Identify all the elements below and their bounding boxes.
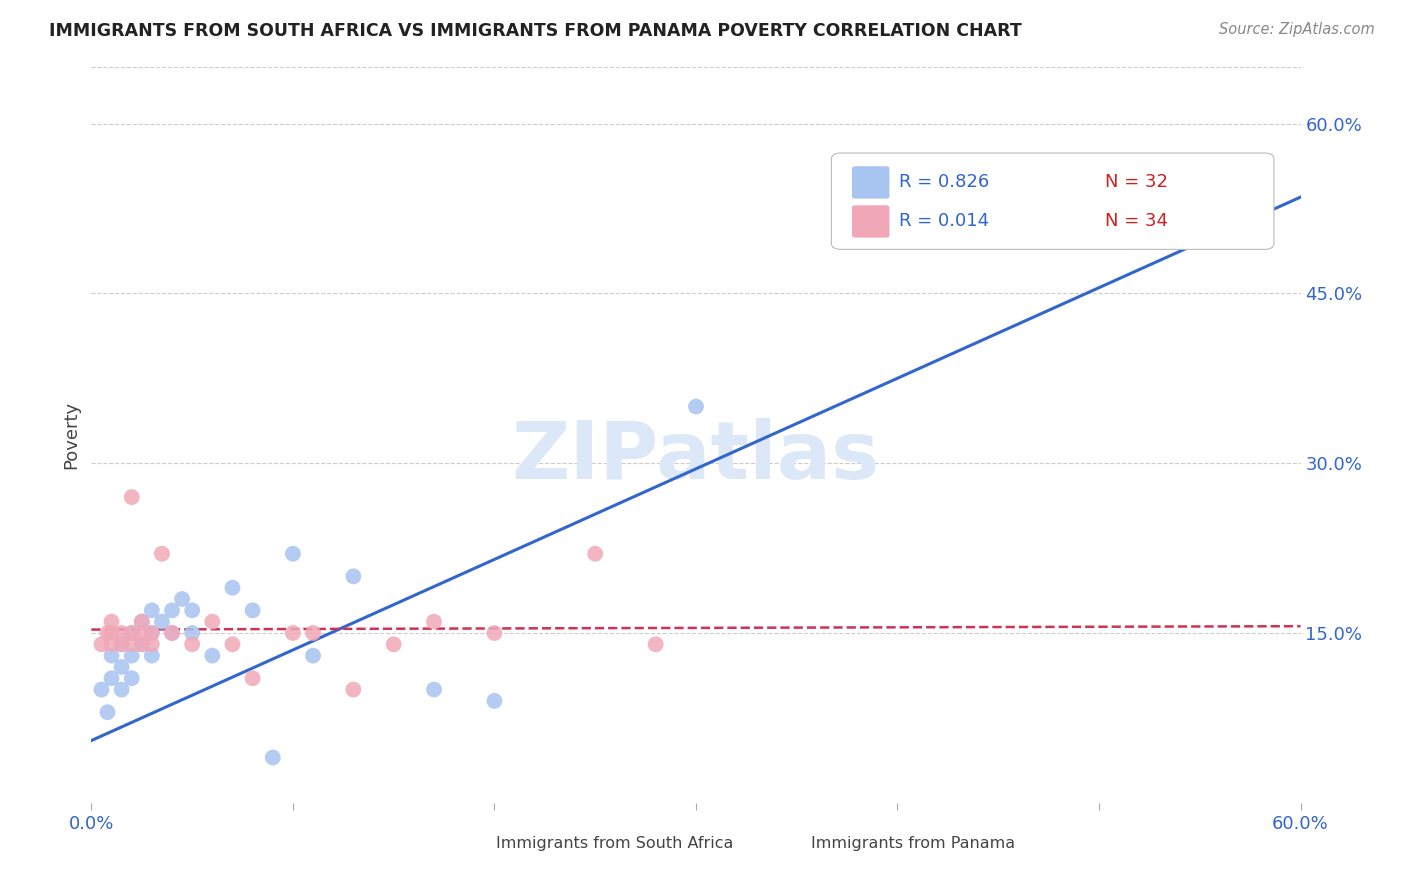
Text: ZIPatlas: ZIPatlas — [512, 418, 880, 496]
Point — [121, 671, 143, 685]
Point — [1028, 185, 1050, 199]
Point — [96, 705, 118, 719]
Point — [484, 694, 506, 708]
Point — [131, 626, 153, 640]
Text: N = 32: N = 32 — [1105, 173, 1167, 192]
Point — [201, 648, 224, 663]
Point — [90, 637, 112, 651]
Text: R = 0.014: R = 0.014 — [898, 212, 990, 230]
FancyBboxPatch shape — [852, 166, 890, 199]
Point — [131, 615, 153, 629]
Point — [131, 637, 153, 651]
Point — [242, 671, 264, 685]
Text: IMMIGRANTS FROM SOUTH AFRICA VS IMMIGRANTS FROM PANAMA POVERTY CORRELATION CHART: IMMIGRANTS FROM SOUTH AFRICA VS IMMIGRAN… — [49, 22, 1022, 40]
Text: Immigrants from Panama: Immigrants from Panama — [811, 836, 1015, 851]
Point — [423, 682, 446, 697]
Point — [131, 615, 153, 629]
Point — [281, 626, 304, 640]
Point — [201, 615, 224, 629]
Point — [172, 592, 194, 607]
Point — [302, 648, 325, 663]
Point — [583, 547, 606, 561]
Point — [100, 671, 122, 685]
Point — [281, 547, 304, 561]
Point — [262, 750, 284, 764]
FancyBboxPatch shape — [772, 830, 801, 855]
Point — [221, 581, 243, 595]
Text: R = 0.826: R = 0.826 — [898, 173, 990, 192]
Point — [150, 615, 173, 629]
Point — [121, 490, 143, 504]
Point — [141, 648, 163, 663]
Point — [121, 626, 143, 640]
Text: Source: ZipAtlas.com: Source: ZipAtlas.com — [1219, 22, 1375, 37]
Point — [131, 637, 153, 651]
Point — [221, 637, 243, 651]
Point — [111, 637, 132, 651]
Point — [302, 626, 325, 640]
Point — [342, 682, 364, 697]
Point — [141, 603, 163, 617]
FancyBboxPatch shape — [831, 153, 1274, 250]
Point — [342, 569, 364, 583]
Point — [141, 637, 163, 651]
Point — [90, 682, 112, 697]
FancyBboxPatch shape — [458, 830, 486, 855]
Point — [96, 626, 118, 640]
Point — [111, 637, 132, 651]
Point — [100, 648, 122, 663]
Point — [111, 682, 132, 697]
Point — [242, 603, 264, 617]
Point — [111, 660, 132, 674]
Point — [121, 626, 143, 640]
Point — [100, 615, 122, 629]
Point — [644, 637, 666, 651]
Point — [121, 648, 143, 663]
Point — [160, 603, 183, 617]
Point — [382, 637, 405, 651]
Point — [181, 603, 204, 617]
Point — [121, 637, 143, 651]
Point — [141, 626, 163, 640]
Point — [100, 637, 122, 651]
Point — [100, 626, 122, 640]
Point — [141, 626, 163, 640]
Text: Immigrants from South Africa: Immigrants from South Africa — [496, 836, 734, 851]
Point — [160, 626, 183, 640]
Point — [181, 626, 204, 640]
FancyBboxPatch shape — [852, 205, 890, 237]
Point — [423, 615, 446, 629]
Point — [160, 626, 183, 640]
Point — [685, 400, 707, 414]
Point — [484, 626, 506, 640]
Point — [181, 637, 204, 651]
Point — [150, 547, 173, 561]
Y-axis label: Poverty: Poverty — [62, 401, 80, 469]
Point — [111, 626, 132, 640]
Text: N = 34: N = 34 — [1105, 212, 1167, 230]
